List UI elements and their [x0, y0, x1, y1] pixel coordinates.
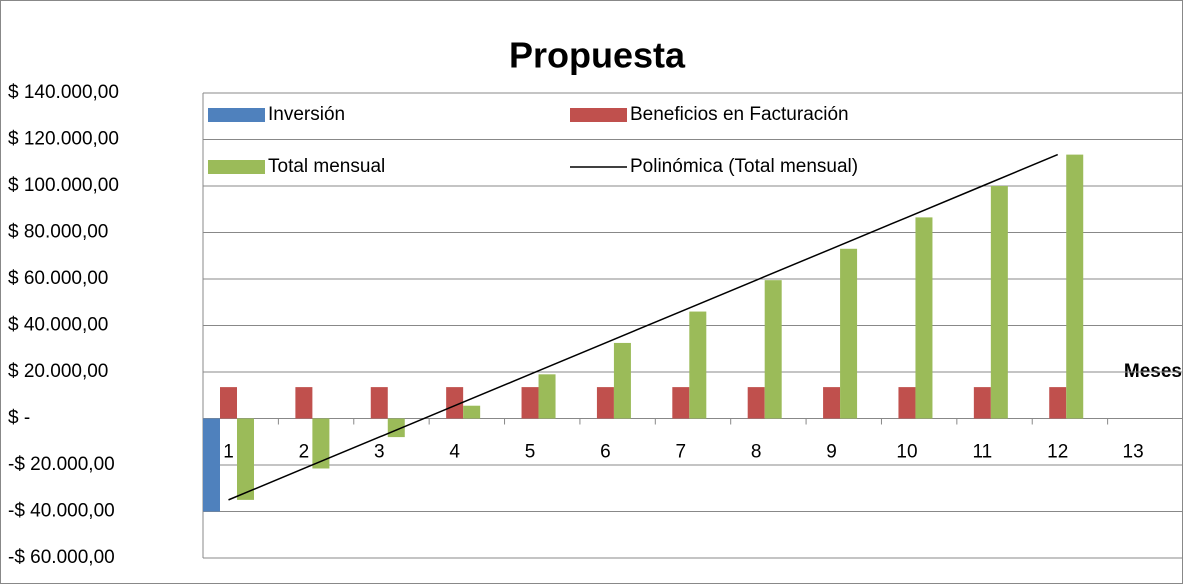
y-tick-label: $ 60.000,00 — [8, 268, 108, 289]
bar — [538, 374, 556, 419]
legend-swatch — [208, 108, 265, 122]
y-tick-label: -$ 40.000,00 — [8, 501, 115, 522]
x-tick-label: 7 — [676, 442, 687, 463]
legend-swatch — [570, 108, 627, 122]
y-tick-label: $ 20.000,00 — [8, 361, 108, 382]
bar — [521, 387, 539, 419]
bar — [1049, 387, 1067, 419]
chart-title: Propuesta — [509, 35, 686, 76]
bar — [840, 248, 858, 419]
y-tick-label: -$ 20.000,00 — [8, 454, 115, 475]
bar — [295, 387, 313, 419]
bar — [915, 217, 933, 419]
bar — [312, 418, 330, 469]
legend-label: Inversión — [268, 104, 345, 125]
x-tick-label: 9 — [826, 442, 837, 463]
bar — [596, 387, 614, 419]
bar — [613, 342, 631, 419]
y-tick-label: $ 100.000,00 — [8, 175, 119, 196]
y-tick-label: -$ 60.000,00 — [8, 547, 115, 568]
bar — [220, 387, 237, 419]
bar — [898, 387, 916, 419]
bar — [990, 186, 1008, 419]
bar — [370, 387, 388, 419]
x-tick-label: 1 — [223, 442, 234, 463]
y-tick-label: $ 140.000,00 — [8, 82, 119, 103]
legend-label: Total mensual — [268, 156, 385, 177]
bar — [203, 418, 220, 512]
x-tick-label: 6 — [600, 442, 611, 463]
bar — [764, 280, 782, 419]
y-tick-label: $ 120.000,00 — [8, 129, 119, 150]
x-tick-label: 5 — [525, 442, 536, 463]
trendline — [228, 153, 1059, 501]
legend-label: Polinómica (Total mensual) — [630, 156, 858, 177]
bar — [1066, 154, 1084, 419]
bar — [446, 387, 464, 419]
bar — [973, 387, 991, 419]
y-tick-label: $ 80.000,00 — [8, 222, 108, 243]
x-tick-label: 11 — [972, 442, 992, 463]
x-tick-label: 3 — [374, 442, 385, 463]
legend-swatch — [208, 160, 265, 174]
bar — [672, 387, 690, 419]
bar — [747, 387, 765, 419]
x-tick-label: 8 — [751, 442, 762, 463]
bar — [823, 387, 841, 419]
x-tick-label: 10 — [896, 442, 917, 463]
legend-label: Beneficios en Facturación — [630, 104, 849, 125]
bar — [463, 405, 481, 419]
x-tick-label: 13 — [1123, 442, 1144, 463]
bar — [237, 418, 254, 500]
x-tick-label: 4 — [449, 442, 460, 463]
y-tick-label: $ - — [8, 408, 30, 429]
bar — [689, 311, 707, 419]
x-tick-label: 12 — [1047, 442, 1068, 463]
x-tick-label: 2 — [299, 442, 310, 463]
y-tick-label: $ 40.000,00 — [8, 315, 108, 336]
